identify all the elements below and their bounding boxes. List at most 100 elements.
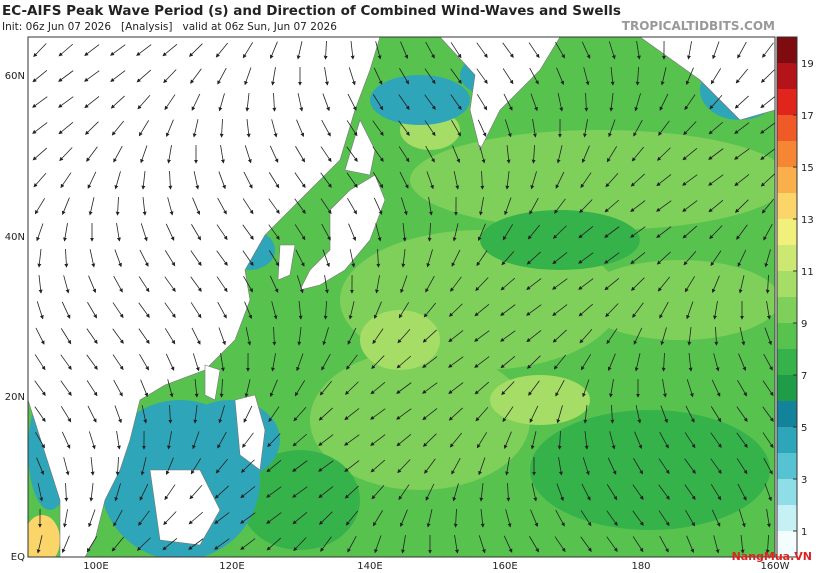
arrow: [33, 43, 47, 58]
colorbar-segment: [777, 245, 797, 271]
arrow: [244, 145, 252, 164]
arrow: [164, 250, 176, 267]
arrow: [90, 457, 95, 476]
arrow: [88, 197, 95, 216]
arrow: [736, 432, 748, 448]
arrow: [765, 534, 770, 554]
arrow: [272, 326, 277, 346]
arrow: [321, 119, 331, 137]
arrow: [708, 148, 724, 160]
arrow: [164, 302, 176, 318]
arrow: [61, 431, 71, 449]
arrow: [553, 354, 566, 370]
arrow: [685, 67, 694, 86]
arrow: [193, 405, 198, 424]
arrow: [659, 431, 669, 449]
arrow: [474, 330, 490, 342]
arrow: [500, 277, 516, 291]
arrow: [167, 431, 172, 450]
arrow: [476, 432, 488, 449]
arrow: [711, 509, 721, 527]
arrow: [734, 122, 750, 134]
arrow: [373, 197, 383, 215]
arrow: [245, 93, 250, 112]
arrow: [579, 199, 593, 214]
arrow: [220, 145, 225, 164]
arrow: [347, 327, 357, 345]
arrow: [167, 379, 174, 398]
arrow: [683, 250, 697, 266]
arrow: [112, 354, 124, 371]
arrow: [191, 224, 201, 241]
arrow: [219, 118, 224, 138]
colorbar-segment: [777, 531, 797, 557]
arrow: [683, 121, 697, 136]
arrow: [38, 275, 43, 294]
arrow: [136, 537, 151, 551]
arrow: [501, 251, 515, 266]
lon-label: 160W: [761, 561, 790, 572]
arrow: [532, 119, 537, 138]
arrow: [298, 301, 303, 320]
arrow: [373, 301, 382, 320]
colorbar-segment: [777, 375, 797, 401]
colorbar-segment: [777, 219, 797, 245]
arrow: [710, 432, 722, 448]
arrow: [349, 249, 356, 268]
arrow: [762, 432, 774, 449]
arrow: [140, 145, 148, 164]
arrow: [766, 301, 771, 320]
arrow: [480, 509, 485, 528]
arrow: [400, 275, 408, 294]
arrow: [63, 509, 68, 528]
title: EC-AIFS Peak Wave Period (s) and Directi…: [2, 3, 621, 19]
arrow: [34, 198, 46, 215]
arrow: [531, 144, 536, 164]
arrow: [582, 457, 590, 476]
arrow: [266, 537, 282, 551]
colorbar-label: 11: [801, 267, 814, 278]
arrow: [190, 250, 202, 267]
arrow: [557, 430, 562, 450]
arrow: [321, 353, 331, 371]
colorbar-segment: [777, 505, 797, 531]
arrow: [37, 483, 44, 502]
arrow: [505, 171, 510, 190]
arrow: [763, 353, 773, 371]
arrow: [86, 354, 98, 370]
arrow: [552, 252, 568, 265]
arrow: [86, 146, 98, 162]
colorbar-label: 9: [801, 319, 807, 330]
arrow: [504, 197, 512, 216]
arrow: [580, 172, 592, 189]
arrow: [268, 172, 280, 189]
arrow: [220, 353, 225, 372]
arrow: [500, 355, 516, 369]
arrow: [58, 121, 74, 135]
arrow: [606, 536, 618, 552]
arrow: [684, 432, 696, 449]
arrow: [760, 122, 775, 134]
colorbar-label: 13: [801, 215, 814, 226]
arrow: [266, 459, 282, 473]
arrow: [478, 457, 486, 476]
arrow: [579, 328, 593, 344]
arrow: [215, 42, 228, 58]
arrow: [165, 119, 174, 138]
arrow: [659, 93, 669, 111]
arrow: [422, 382, 438, 394]
arrow: [502, 42, 514, 58]
arrow: [84, 70, 100, 82]
arrow: [686, 379, 694, 398]
arrow: [399, 171, 409, 189]
arrow: [370, 459, 386, 473]
arrow: [474, 356, 490, 368]
arrow: [761, 198, 774, 214]
arrow: [296, 353, 304, 372]
arrow: [426, 509, 433, 528]
arrow: [479, 145, 486, 164]
arrow: [708, 199, 724, 213]
lat-label: EQ: [11, 552, 25, 563]
arrow: [713, 535, 720, 554]
